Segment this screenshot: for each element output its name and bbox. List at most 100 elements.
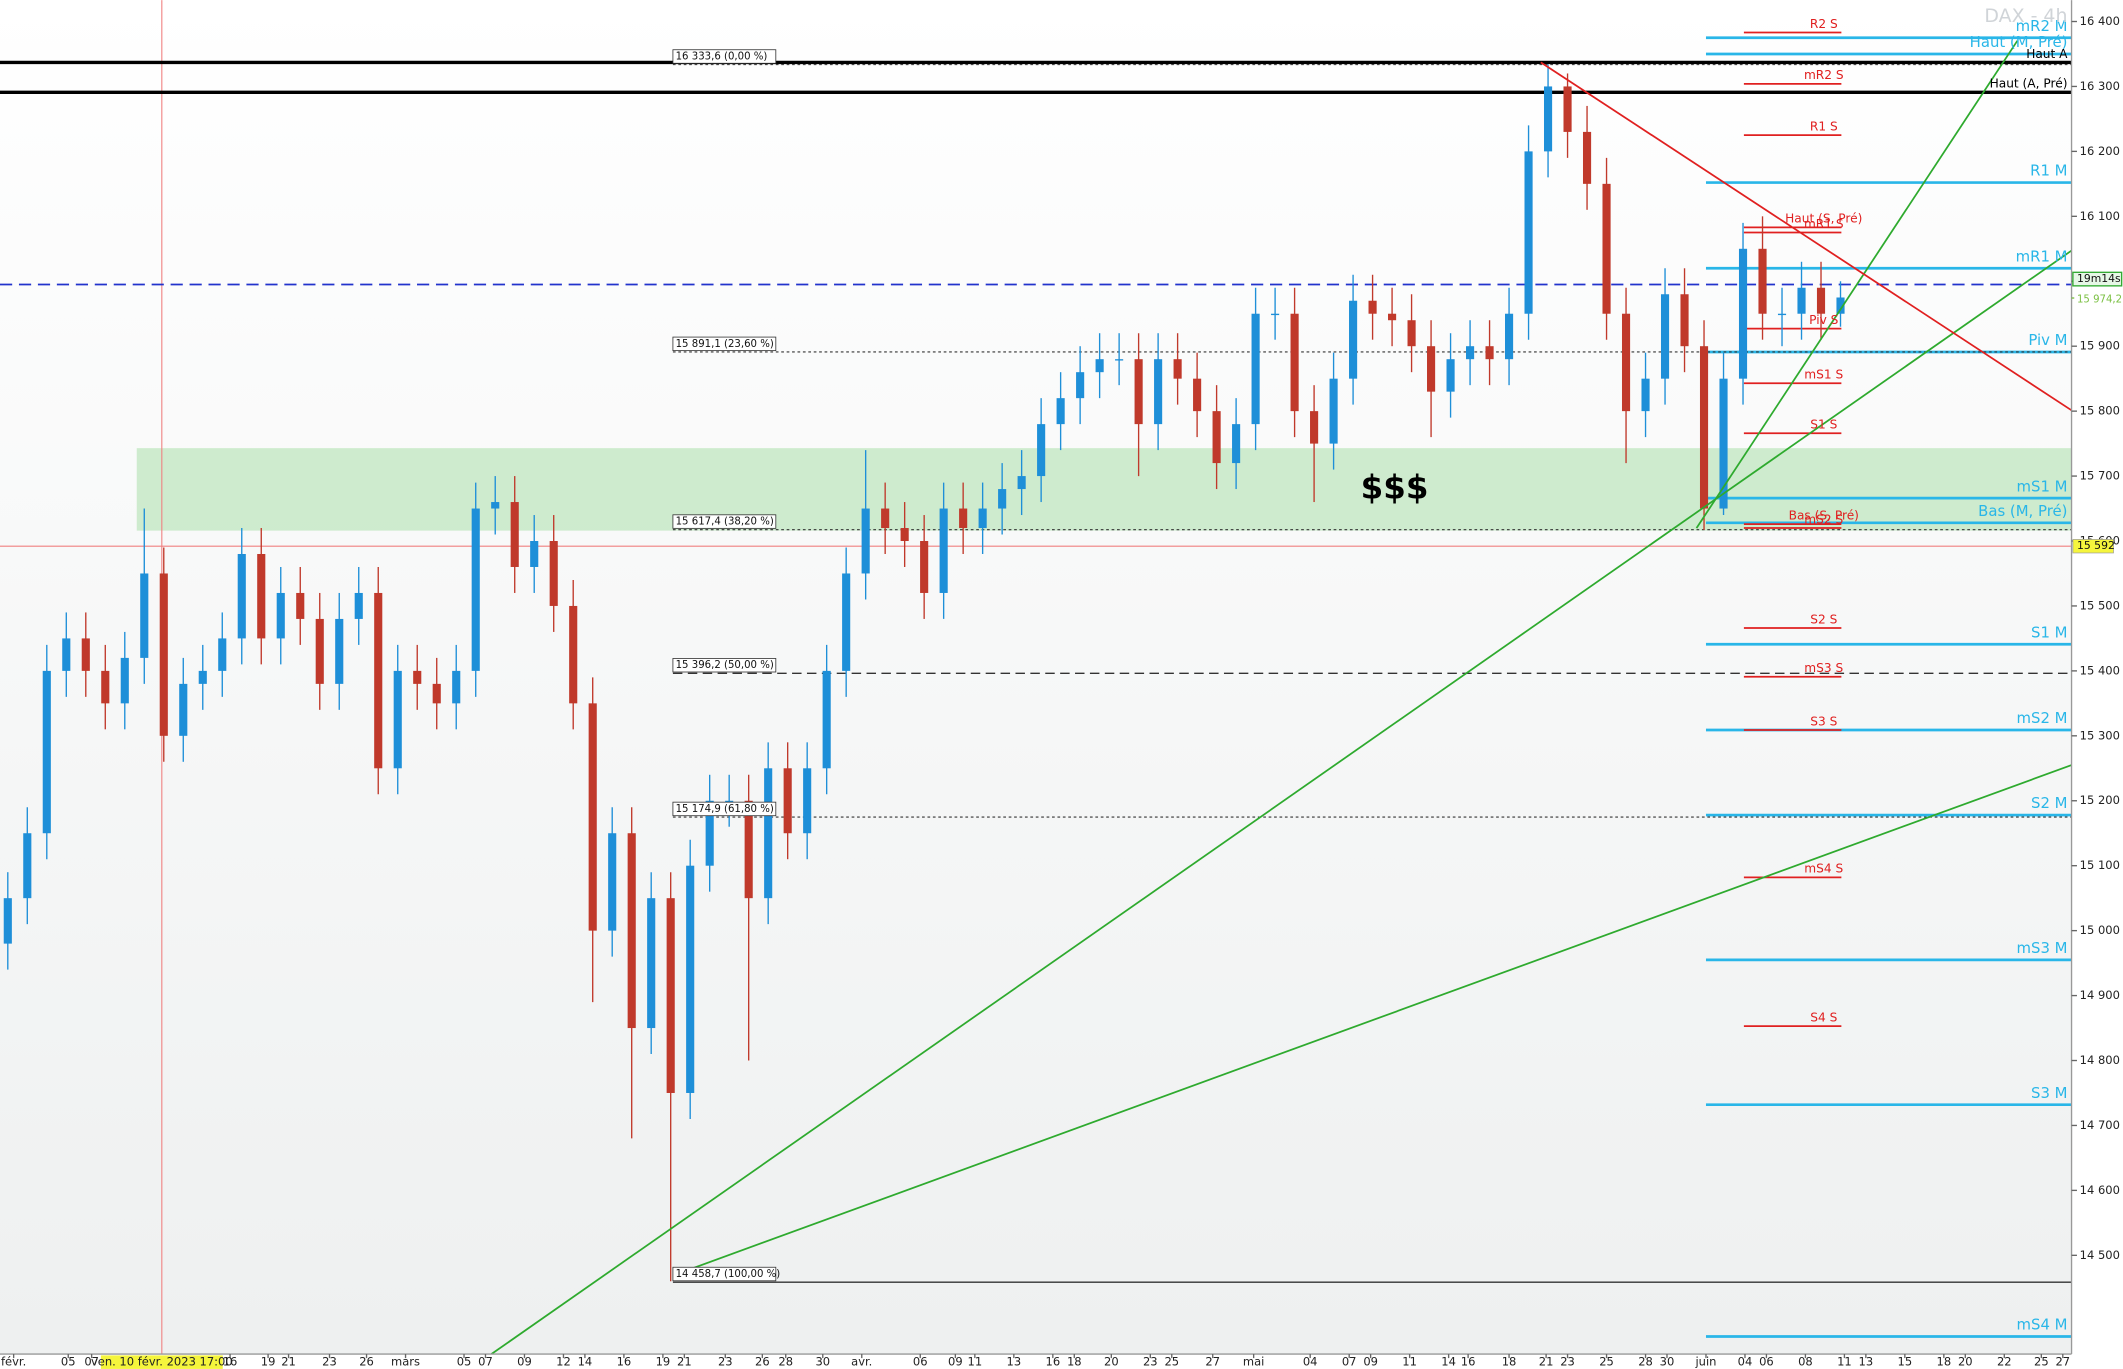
x-tick-label: 13	[1007, 1355, 1022, 1369]
zone-label: $$$	[1361, 468, 1429, 506]
weekly-pivot-label: S2 S	[1810, 612, 1837, 626]
candle-body	[198, 670, 207, 684]
x-tick-label: 28	[778, 1355, 793, 1369]
candle-body	[1582, 131, 1592, 184]
candle-body	[920, 541, 929, 593]
x-tick-label: 06	[1759, 1355, 1774, 1369]
fib-label-box	[672, 658, 777, 673]
x-tick-label: 07	[84, 1355, 99, 1369]
candle-body	[803, 768, 812, 834]
x-tick-label: 13	[1859, 1355, 1874, 1369]
monthly-pivot-label: S1 M	[2031, 623, 2067, 641]
x-tick-label: 05	[61, 1355, 76, 1369]
candle-body	[1037, 424, 1046, 477]
candle-body	[374, 592, 383, 769]
x-tick-label: juin	[1694, 1355, 1716, 1369]
y-tick-label: 16 300	[2080, 79, 2120, 93]
y-tick-label: 15 500	[2080, 598, 2120, 612]
candle-body	[1173, 359, 1182, 379]
candle-body	[413, 670, 422, 684]
candle-body	[1699, 346, 1709, 509]
x-tick-label: 26	[359, 1355, 374, 1369]
monthly-pivot-label: mS1 M	[2017, 477, 2068, 495]
candle-body	[452, 670, 461, 704]
weekly-pivot-label: S1 S	[1810, 418, 1837, 432]
x-tick-label: 08	[1798, 1355, 1813, 1369]
fib-label: 15 396,2 (50,00 %)	[676, 660, 774, 671]
x-tick-label: 28	[1638, 1355, 1653, 1369]
candle-body	[1407, 320, 1416, 347]
fib-label: 15 617,4 (38,20 %)	[676, 517, 774, 528]
x-tick-label: 16	[1461, 1355, 1476, 1369]
trendline	[1695, 40, 2019, 529]
monthly-pivot-label: mR2 M	[2016, 17, 2068, 35]
x-tick-label: 16	[617, 1355, 632, 1369]
x-tick-label: 07	[478, 1355, 493, 1369]
candle-body	[686, 865, 695, 1093]
x-tick-label: 16	[223, 1355, 238, 1369]
candle-body	[276, 592, 285, 639]
candle-body	[569, 605, 578, 704]
candle-body	[978, 508, 987, 529]
x-tick-label: 12	[556, 1355, 571, 1369]
candle-body	[588, 703, 597, 931]
x-tick-label: 27	[1205, 1355, 1220, 1369]
candle-body	[1193, 378, 1202, 412]
x-tick-label: 18	[1502, 1355, 1517, 1369]
candle-body	[471, 508, 480, 671]
monthly-pivot-label: Piv M	[2028, 331, 2067, 349]
candle-body	[1485, 346, 1494, 360]
x-tick-label: 26	[755, 1355, 770, 1369]
y-tick-label: 16 100	[2080, 209, 2120, 223]
candle-body	[315, 618, 324, 684]
x-tick-label: mai	[1243, 1355, 1264, 1369]
candle-body	[1076, 372, 1085, 399]
under-layer	[0, 0, 2072, 1355]
weekly-pivot-label: Haut (S, Pré)	[1785, 212, 1862, 226]
candle-body	[1349, 300, 1358, 379]
x-tick-label: 25	[1164, 1355, 1179, 1369]
y-tick-label: 15 000	[2080, 923, 2120, 937]
countdown-label: 19m14s	[2077, 272, 2121, 285]
candle-body	[744, 800, 753, 899]
zone	[136, 448, 2072, 531]
x-tick-label: 09	[517, 1355, 532, 1369]
fib-label-box	[672, 801, 777, 817]
candle-body	[1115, 359, 1124, 361]
x-tick-label: 09	[948, 1355, 963, 1369]
y-tick-label: 14 900	[2080, 988, 2120, 1002]
x-tick-label: 19	[261, 1355, 276, 1369]
candle-body	[335, 618, 344, 684]
candle-body	[296, 592, 305, 619]
x-tick-label: 20	[1104, 1355, 1119, 1369]
x-tick-label: 04	[1303, 1355, 1318, 1369]
candle-body	[237, 553, 246, 639]
candle-body	[1134, 359, 1143, 425]
y-tick-label: 14 700	[2080, 1118, 2120, 1132]
candle-body	[725, 800, 734, 803]
candle-body	[1446, 359, 1455, 392]
candle-body	[783, 768, 792, 834]
weekly-pivot-label: mS4 S	[1804, 862, 1843, 876]
x-tick-label: 30	[815, 1355, 830, 1369]
candle-body	[1836, 297, 1845, 314]
candle-body	[900, 528, 909, 542]
countdown-tag	[2072, 271, 2123, 287]
candle-body	[998, 489, 1007, 509]
candle-body	[881, 508, 890, 529]
y-tick-label: 15 700	[2080, 469, 2120, 483]
candle-body	[647, 898, 656, 1029]
monthly-pivot-label: S3 M	[2031, 1084, 2067, 1102]
x-tick-label: 22	[1997, 1355, 2012, 1369]
annual-level-label: Haut (A, Pré)	[1990, 77, 2068, 91]
candle-body	[549, 541, 558, 606]
candle-body	[1290, 313, 1299, 412]
trendline	[490, 249, 2073, 1355]
x-tick-label: 14	[578, 1355, 593, 1369]
candle-body	[393, 670, 402, 769]
candle-body	[179, 683, 188, 736]
weekly-pivot-label: R2 S	[1810, 17, 1838, 31]
chart-title: DAX - 4h	[1984, 5, 2067, 27]
x-tick-label: 21	[677, 1355, 692, 1369]
